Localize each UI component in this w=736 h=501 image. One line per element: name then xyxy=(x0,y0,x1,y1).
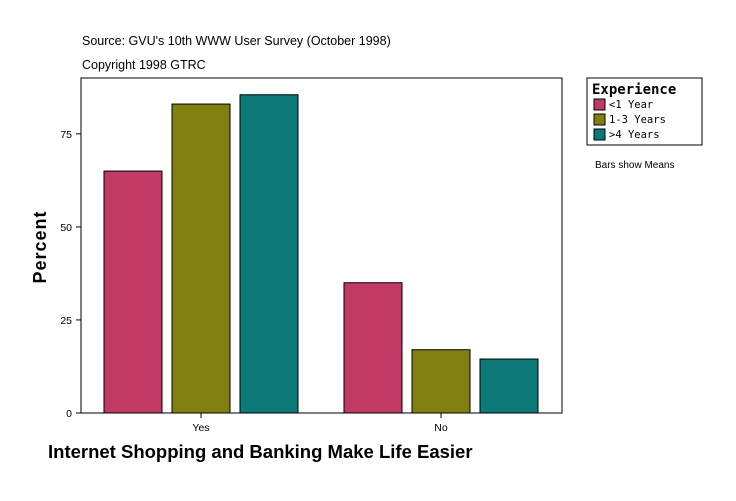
plot-area xyxy=(80,77,563,414)
bar-no-series-2 xyxy=(411,349,471,414)
legend-swatch xyxy=(593,98,606,111)
legend-swatch xyxy=(593,128,606,141)
x-tick-label: No xyxy=(434,422,448,434)
y-tick-label: 75 xyxy=(60,129,72,141)
legend-items: <1 Year 1-3 Years >4 Years xyxy=(593,98,666,141)
y-axis-label: Percent xyxy=(30,210,50,283)
x-tick-label: Yes xyxy=(192,422,209,434)
bar-yes-series-1 xyxy=(103,170,163,414)
y-tick-label: 0 xyxy=(66,408,72,420)
source-text: Source: GVU's 10th WWW User Survey (Octo… xyxy=(82,34,391,48)
legend-label: >4 Years xyxy=(609,129,660,141)
y-axis: 0 25 50 75 xyxy=(60,129,81,420)
copyright-text: Copyright 1998 GTRC xyxy=(82,58,206,72)
y-tick-label: 50 xyxy=(60,222,72,234)
bar-no-series-3 xyxy=(479,358,539,414)
legend-label: <1 Year xyxy=(609,99,653,111)
legend-title: Experience xyxy=(592,82,676,98)
x-axis-label: Internet Shopping and Banking Make Life … xyxy=(48,441,473,462)
bars-note: Bars show Means xyxy=(595,160,674,171)
legend: Experience <1 Year 1-3 Years >4 Years xyxy=(586,77,703,146)
legend-box xyxy=(586,77,703,146)
legend-swatch xyxy=(593,113,606,126)
y-tick-label: 25 xyxy=(60,315,72,327)
bars-group xyxy=(103,94,539,414)
bar-no-series-1 xyxy=(343,282,403,414)
bar-yes-series-3 xyxy=(239,94,299,414)
legend-label: 1-3 Years xyxy=(609,114,666,126)
bar-yes-series-2 xyxy=(171,103,231,414)
x-axis: Yes No xyxy=(192,413,448,434)
